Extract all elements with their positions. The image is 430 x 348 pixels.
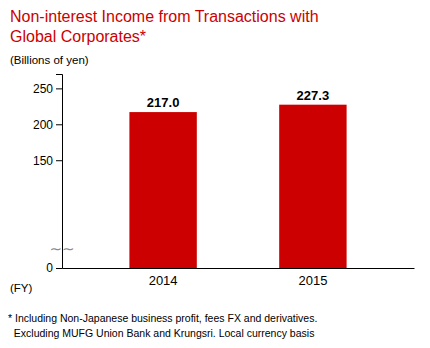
data-label: 227.3 [297,88,330,103]
title: Non-interest Income from Transactions wi… [10,8,319,45]
data-labels: 217.0 227.3 [147,88,329,110]
annotation: ∼∼ [49,240,74,258]
y-tick-label: 250 [33,82,53,96]
y-axis-title: (Billions of yen) [10,54,89,66]
y-tick-mark [56,268,62,269]
y-tick-label: 0 [46,261,53,275]
bar [279,105,346,268]
y-tick-mark [56,124,62,125]
title-line: Global Corporates* [10,28,146,45]
x-tick: 2015 [298,273,327,288]
y-tick: 150 [33,154,62,168]
footnote: * Including Non-Japanese business profit… [8,312,317,339]
y-tick-label: 200 [33,118,53,132]
y-tick: 0 [46,261,62,275]
y-tick-label: 150 [33,154,53,168]
x-axis-line [63,268,415,269]
bars [129,105,346,268]
y-tick: 250 [33,82,62,96]
x-axis: 2014 2015 [63,269,415,289]
x-tick: 2014 [149,273,178,288]
title-line: Non-interest Income from Transactions wi… [10,8,319,25]
plot-area: 0 150 200 250 2014 2015 217.0 227.3 ∼∼ [33,75,415,289]
y-tick-mark [56,160,62,161]
x-tick-label: 2014 [149,273,178,288]
data-label: 217.0 [147,95,180,110]
y-tick-mark [56,88,62,89]
y-tick: 200 [33,118,62,132]
bar [129,112,196,268]
footnote-line: * Including Non-Japanese business profit… [8,312,317,324]
chart: Non-interest Income from Transactions wi… [0,0,430,348]
x-tick-label: 2015 [298,273,327,288]
footnote-line: Excluding MUFG Union Bank and Krungsri. … [8,327,314,339]
x-axis-title: (FY) [10,282,33,294]
